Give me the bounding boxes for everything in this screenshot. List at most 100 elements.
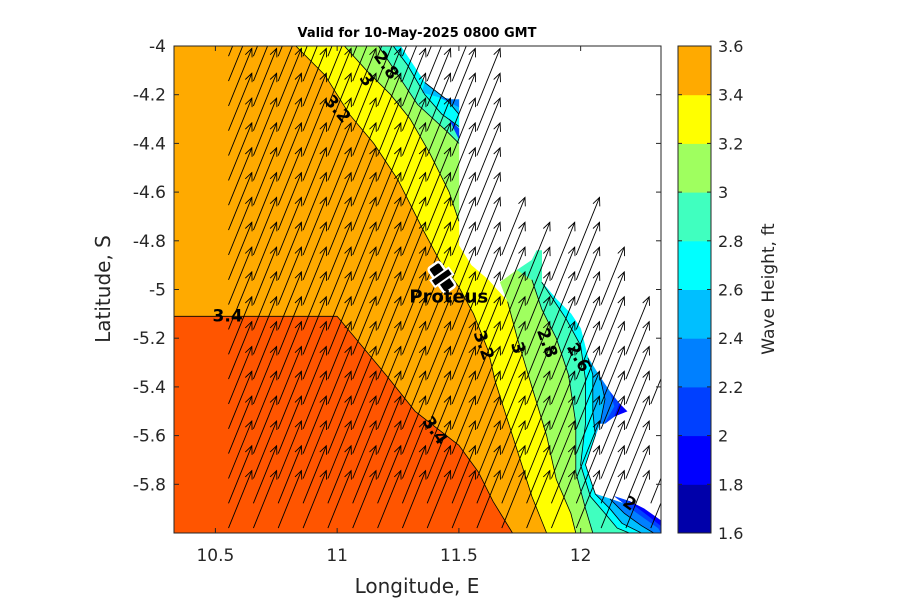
wind-arrow-shaft <box>401 371 427 429</box>
wind-arrow-head <box>344 246 352 257</box>
wind-arrow-head <box>592 295 601 306</box>
wind-arrow <box>526 295 551 355</box>
wind-arrow <box>625 295 650 355</box>
wind-arrow <box>327 320 352 380</box>
wind-arrow-shaft <box>377 246 402 305</box>
wind-arrow-head <box>443 444 452 455</box>
wind-arrow-shaft <box>476 470 501 529</box>
wind-arrow <box>277 46 283 57</box>
wind-arrow-shaft <box>302 445 327 504</box>
wind-arrow-shaft <box>302 122 327 181</box>
wind-arrow-head <box>592 345 601 356</box>
wind-arrow-shaft <box>327 172 352 231</box>
y-axis-label: Latitude, S <box>91 235 115 343</box>
wind-arrow-shaft <box>302 271 327 330</box>
wind-arrow <box>252 246 278 305</box>
wind-arrow <box>277 146 303 206</box>
wind-arrow-shaft <box>352 321 377 380</box>
wind-arrow-head <box>592 246 601 257</box>
wind-arrow-shaft <box>625 346 650 405</box>
wind-arrow-shaft <box>501 346 526 405</box>
wind-arrow-head <box>542 295 551 306</box>
wind-arrow-head <box>344 320 352 331</box>
contour-line <box>541 281 630 533</box>
wind-arrow <box>228 270 253 330</box>
wind-arrow-head <box>244 345 253 356</box>
wind-arrow <box>377 370 402 429</box>
wind-arrow <box>228 221 253 280</box>
wind-arrow <box>277 72 303 131</box>
wind-arrow <box>451 146 477 206</box>
wind-arrow-shaft <box>327 470 352 529</box>
wind-arrow <box>426 121 452 181</box>
wind-arrow <box>625 345 650 405</box>
wind-arrow <box>377 146 402 206</box>
wind-arrow-shaft <box>327 73 352 131</box>
wind-arrow-head <box>344 469 352 480</box>
wind-arrow-head <box>294 469 303 480</box>
wind-arrow-shaft <box>377 97 402 156</box>
wind-arrow-shaft <box>401 246 427 305</box>
wind-arrow <box>501 444 526 504</box>
wind-arrow-shaft <box>377 73 402 131</box>
wind-arrow-shaft <box>302 97 327 156</box>
wind-arrow-shaft <box>550 222 576 280</box>
wind-arrow-shaft <box>401 122 427 181</box>
wind-arrow-shaft <box>476 445 501 504</box>
wind-arrow-head <box>270 24 277 33</box>
wind-arrow-head <box>269 196 278 207</box>
wind-arrow-head <box>542 221 551 232</box>
wind-arrow-head <box>344 72 352 83</box>
station-marker: Proteus <box>409 260 488 307</box>
wind-arrow-shaft <box>252 48 278 107</box>
wind-arrow-head <box>493 121 501 132</box>
wind-arrow-head <box>592 469 601 480</box>
wind-arrow-shaft <box>426 346 451 405</box>
wind-arrow-head <box>319 444 328 455</box>
wind-arrow-head <box>319 345 328 356</box>
wind-arrow-head <box>393 72 402 83</box>
wind-arrow <box>302 246 328 305</box>
wind-arrow-shaft <box>302 371 327 429</box>
wind-arrow-head <box>344 97 352 108</box>
wind-arrow-head <box>567 295 576 306</box>
wind-arrow-shaft <box>501 395 526 454</box>
wind-arrow <box>228 370 253 429</box>
colorbar-tick-label: 2.6 <box>718 281 743 300</box>
wind-arrow-head <box>468 345 477 356</box>
wind-arrow-head <box>668 471 675 480</box>
wind-arrow-shaft <box>401 395 427 454</box>
wind-arrow <box>228 97 253 156</box>
wind-arrow <box>476 345 501 405</box>
wind-arrow-shaft <box>327 222 352 280</box>
wind-arrow-shaft <box>352 246 377 305</box>
contour-line <box>424 82 460 115</box>
wind-arrow <box>352 345 377 405</box>
wind-arrow-shaft <box>476 296 501 355</box>
wind-arrow-head <box>443 419 452 431</box>
wind-arrow-head <box>319 72 328 83</box>
colorbar-swatch <box>678 289 711 339</box>
wind-arrow <box>302 270 328 330</box>
wind-arrow-head <box>443 121 452 132</box>
wind-arrow-head <box>370 0 377 8</box>
wind-arrow <box>401 72 427 131</box>
wind-arrow-head <box>542 444 551 455</box>
wind-arrow-head <box>542 270 551 281</box>
wind-arrow-head <box>518 196 526 207</box>
wind-arrow <box>600 270 626 330</box>
colorbar-ticks: 1.6 1.8 2 2.2 2.4 2.6 2.8 3 3.2 3.4 3.6 <box>678 37 743 543</box>
wind-arrow-shaft <box>252 271 278 330</box>
wind-arrow <box>451 47 477 107</box>
wind-arrow-head <box>319 320 328 331</box>
wind-arrow-head <box>369 419 377 431</box>
y-tick-label: -5.4 <box>133 378 166 398</box>
wind-arrow-head <box>518 270 526 281</box>
wind-arrow-head <box>393 345 402 356</box>
wind-arrow <box>600 370 626 429</box>
colorbar-swatch <box>678 484 711 534</box>
wind-arrow-head <box>418 97 427 108</box>
wind-arrow <box>625 320 650 380</box>
wind-arrow-head <box>344 419 352 431</box>
